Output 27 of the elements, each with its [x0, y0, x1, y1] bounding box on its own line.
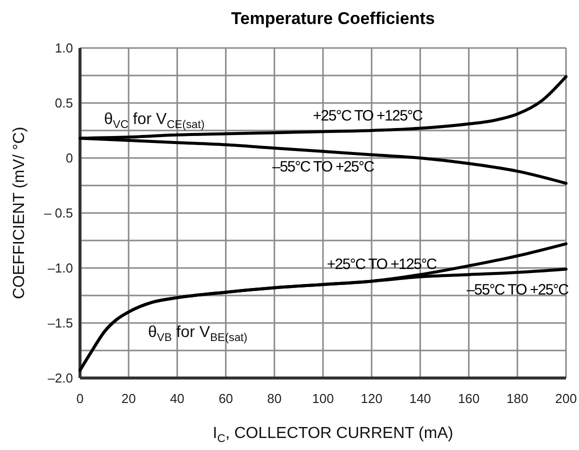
series-label: –55°C TO +25°C: [466, 281, 570, 298]
y-axis-title: COEFFICIENT (mV/ °C): [11, 126, 28, 300]
chart-title: Temperature Coefficients: [231, 9, 435, 28]
x-tick-label: 100: [312, 391, 334, 406]
x-tick-label: 140: [409, 391, 432, 406]
x-tick-label: 180: [506, 391, 528, 406]
x-tick-label: 20: [121, 391, 136, 406]
y-tick-label: –1.0: [48, 260, 73, 276]
y-tick-label: 0: [66, 150, 73, 166]
x-tick-label: 200: [555, 391, 577, 406]
y-tick-label: 1.0: [54, 40, 73, 56]
x-tick-label: 80: [267, 391, 282, 406]
annotation: θ$_{VC}$ for V$_{CE(sat)}$: [104, 111, 205, 131]
annotation: θ$_{VB}$ for V$_{BE(sat)}$: [148, 324, 248, 344]
x-tick-label: 120: [360, 391, 382, 406]
x-tick-label: 40: [170, 391, 184, 406]
series-label: –55°C TO +25°C: [272, 158, 375, 176]
y-tick-label: 0.5: [54, 96, 73, 111]
x-tick-label: 160: [458, 391, 480, 406]
y-tick-label: –2.0: [48, 370, 73, 386]
y-tick-label: –1.5: [48, 316, 73, 331]
y-tick-label: – 0.5: [44, 206, 73, 221]
x-tick-label: 0: [76, 391, 84, 406]
series-label: +25°C TO +125°C: [312, 108, 424, 124]
x-axis-title: I$_{C}$, COLLECTOR CURRENT (mA): [212, 425, 454, 445]
x-tick-label: 60: [218, 391, 234, 406]
series-label: +25°C TO +125°C: [326, 256, 438, 274]
